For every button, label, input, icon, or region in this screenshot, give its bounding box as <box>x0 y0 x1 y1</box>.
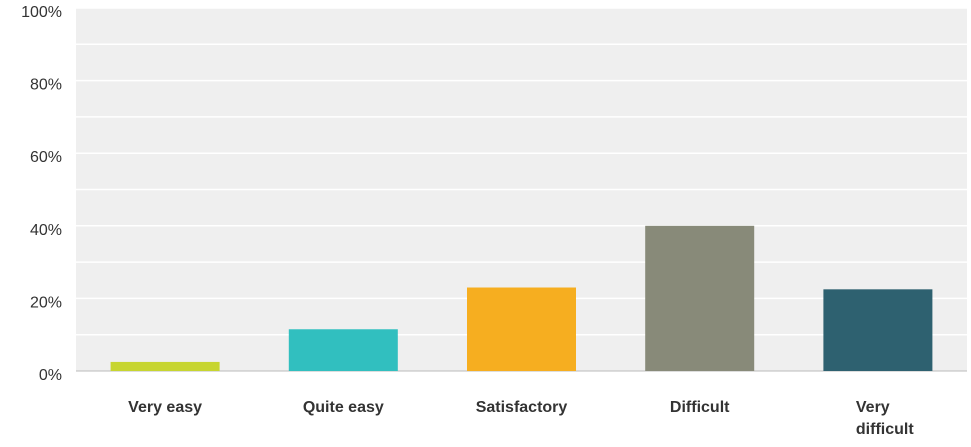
y-tick-label: 80% <box>30 77 62 94</box>
y-axis-ticks: 0% 20% 40% 60% 80% 100% <box>21 4 62 384</box>
bar-quite-easy <box>288 329 398 371</box>
bar-very-difficult <box>823 289 933 371</box>
x-tick-label: Very difficult <box>856 399 914 438</box>
y-tick-label: 0% <box>39 367 62 384</box>
bar-very-easy <box>110 361 220 371</box>
bar-difficult <box>645 225 755 371</box>
y-tick-label: 20% <box>30 294 62 311</box>
x-tick-label: Quite easy <box>303 399 384 416</box>
y-tick-label: 40% <box>30 222 62 239</box>
y-tick-label: 100% <box>21 4 62 21</box>
x-tick-label: Satisfactory <box>476 399 568 416</box>
y-tick-label: 60% <box>30 149 62 166</box>
bars <box>110 225 933 371</box>
x-tick-label: Very easy <box>128 399 202 416</box>
bar-satisfactory <box>467 287 576 371</box>
x-axis-ticks: Very easy Quite easy Satisfactory Difficult… <box>128 399 914 438</box>
x-tick-label: Difficult <box>670 399 730 416</box>
